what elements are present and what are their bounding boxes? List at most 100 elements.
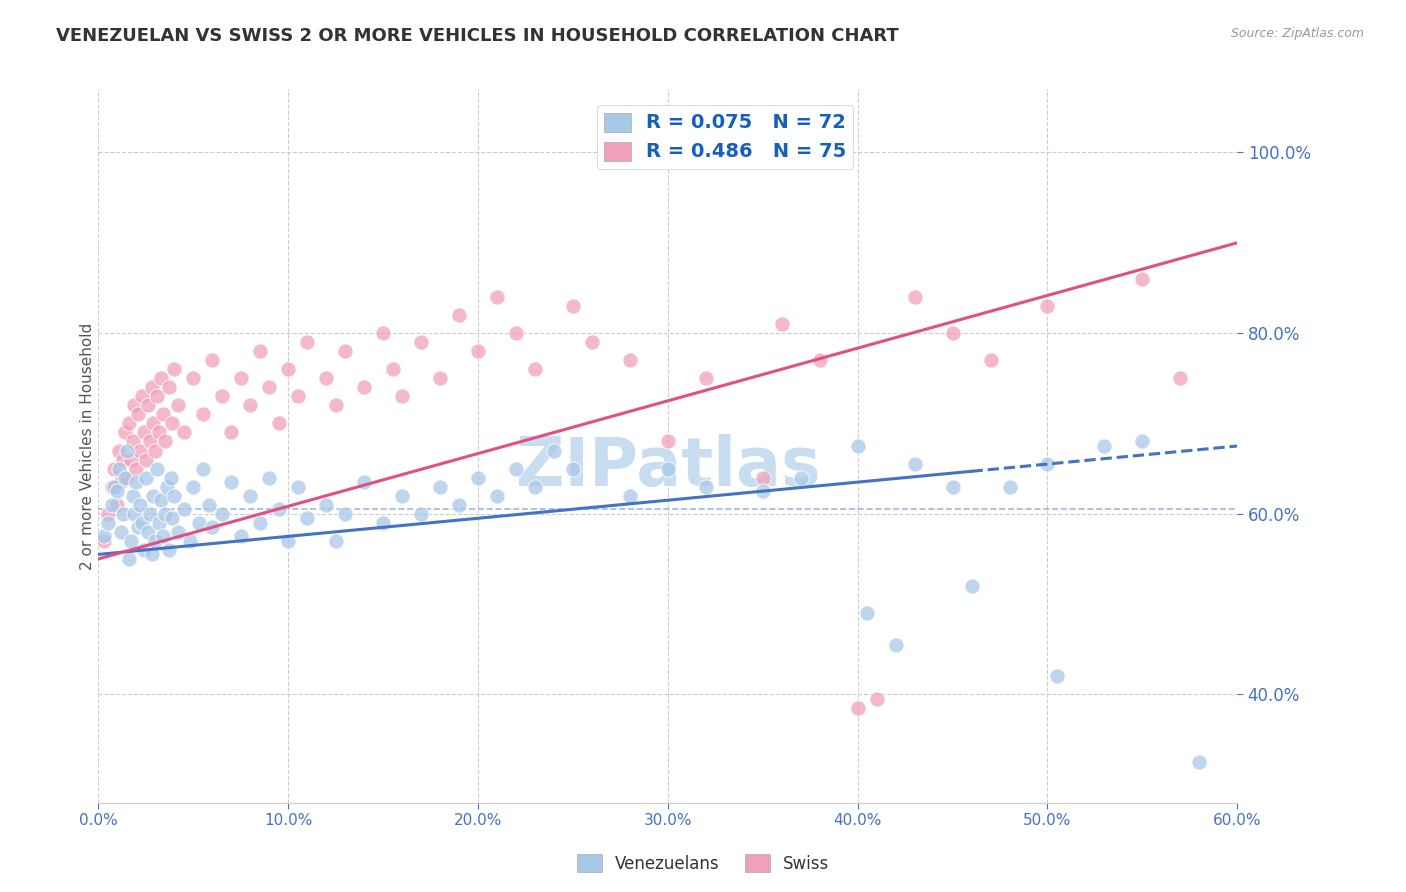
Point [121,434,143,449]
Point [239,489,262,503]
Point [249,344,271,359]
Point [259,380,281,394]
Point [942,480,965,494]
Point [315,371,337,385]
Point [371,326,394,340]
Point [129,443,152,458]
Text: ZIPatlas: ZIPatlas [516,434,820,500]
Point [1322,191,1344,205]
Point [125,461,148,475]
Point [229,371,252,385]
Point [159,470,181,484]
Point [562,299,585,313]
Point [221,475,243,490]
Point [150,371,173,385]
Point [152,408,174,422]
Point [467,470,489,484]
Point [277,533,299,548]
Point [524,480,547,494]
Point [163,362,186,376]
Point [411,335,433,350]
Point [173,502,195,516]
Point [146,461,169,475]
Point [131,516,153,530]
Point [107,484,129,499]
Point [904,290,927,304]
Point [447,308,470,322]
Point [167,398,190,412]
Point [229,529,252,543]
Point [120,452,142,467]
Point [142,489,165,503]
Point [136,524,159,539]
Point [153,507,176,521]
Point [97,507,120,521]
Point [505,326,527,340]
Point [108,443,131,458]
Point [297,335,319,350]
Point [118,417,141,431]
Point [201,353,224,368]
Point [467,344,489,359]
Point [121,489,143,503]
Point [429,371,451,385]
Point [353,475,375,490]
Point [770,317,793,331]
Point [132,425,155,440]
Point [125,475,148,490]
Point [127,408,149,422]
Point [100,498,122,512]
Point [297,511,319,525]
Point [287,480,309,494]
Point [1046,669,1069,683]
Point [267,502,290,516]
Point [110,475,132,490]
Point [145,533,167,548]
Point [1188,755,1211,769]
Point [118,552,141,566]
Point [657,461,679,475]
Point [695,480,717,494]
Point [856,606,879,620]
Point [146,389,169,403]
Text: VENEZUELAN VS SWISS 2 OR MORE VEHICLES IN HOUSEHOLD CORRELATION CHART: VENEZUELAN VS SWISS 2 OR MORE VEHICLES I… [56,27,898,45]
Point [221,425,243,440]
Point [135,452,157,467]
Point [543,443,565,458]
Point [411,507,433,521]
Point [191,461,214,475]
Point [846,439,869,453]
Point [1036,299,1059,313]
Legend: Venezuelans, Swiss: Venezuelans, Swiss [569,847,837,880]
Legend: R = 0.075   N = 72, R = 0.486   N = 75: R = 0.075 N = 72, R = 0.486 N = 75 [598,105,853,169]
Point [138,507,160,521]
Text: Source: ZipAtlas.com: Source: ZipAtlas.com [1230,27,1364,40]
Point [287,389,309,403]
Point [148,425,170,440]
Point [108,461,131,475]
Point [884,638,907,652]
Point [325,398,347,412]
Point [942,326,965,340]
Point [1264,235,1286,250]
Point [1340,163,1362,178]
Point [486,290,509,304]
Point [124,507,146,521]
Point [148,516,170,530]
Point [183,371,205,385]
Point [114,425,136,440]
Point [447,498,470,512]
Point [752,484,775,499]
Point [371,516,394,530]
Point [115,443,138,458]
Point [277,362,299,376]
Point [135,470,157,484]
Point [752,470,775,484]
Point [179,533,201,548]
Point [695,371,717,385]
Point [581,335,603,350]
Point [335,344,357,359]
Point [1132,434,1154,449]
Point [153,434,176,449]
Point [183,480,205,494]
